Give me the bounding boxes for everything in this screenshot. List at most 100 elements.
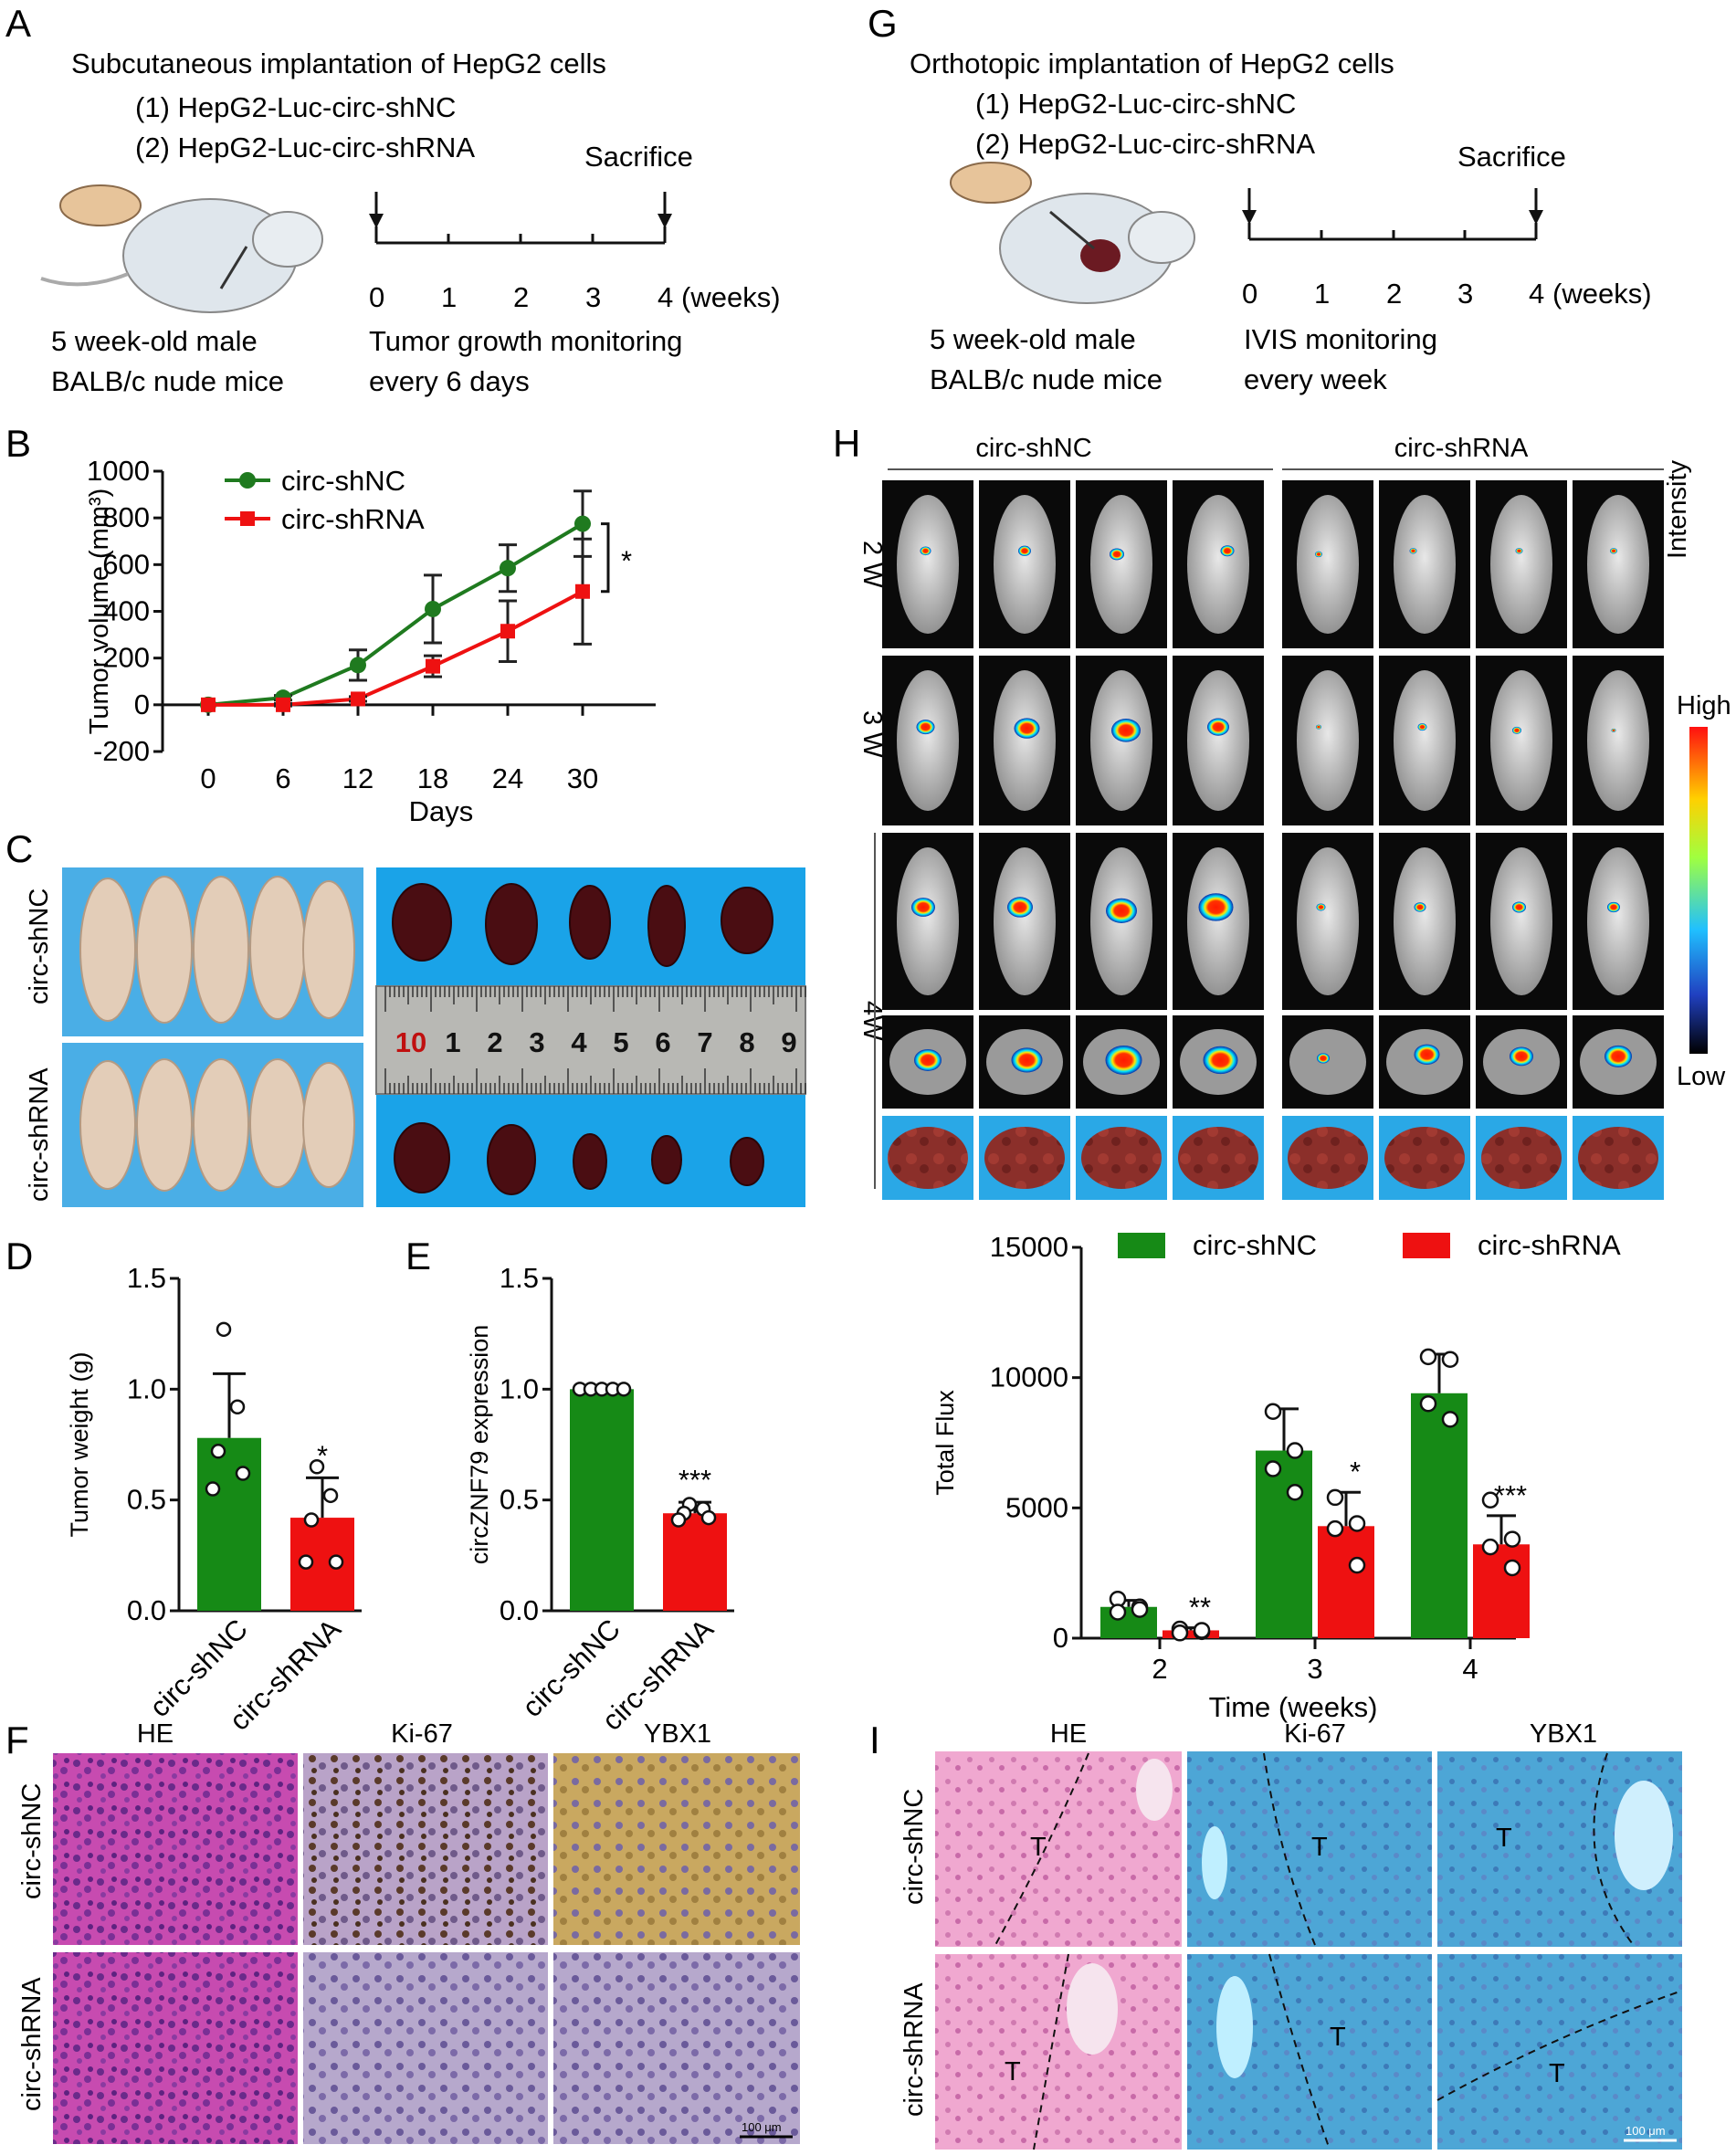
panel-h-intensity: Intensity xyxy=(1663,460,1692,559)
ruler-number: 2 xyxy=(487,1026,502,1058)
panel-c-ruler: 10 1 2 3 4 5 6 7 8 9 xyxy=(395,1026,797,1058)
panel-h-group-shnc: circ-shNC xyxy=(975,434,1091,463)
panel-label-a: A xyxy=(5,2,31,45)
chartE-ytick-label: 0.0 xyxy=(500,1594,539,1626)
ruler-number: 5 xyxy=(613,1026,628,1058)
chartD-data-point xyxy=(309,1459,325,1475)
ivis-mouse xyxy=(897,670,959,811)
panel-label-e: E xyxy=(405,1235,431,1277)
ivis-liver-photo xyxy=(1288,1127,1368,1189)
chart-h-data-point xyxy=(1264,1460,1282,1477)
chartD-significance: * xyxy=(317,1439,328,1471)
chart-b-ytick-label: 600 xyxy=(102,548,150,580)
ivis-mouse xyxy=(1187,847,1249,995)
panel-a-mouse-illustration xyxy=(40,184,323,313)
panel-g-group1: (1) HepG2-Luc-circ-shNC xyxy=(975,88,1296,120)
panel-g-mice-line1: 5 week-old male xyxy=(930,323,1136,355)
panel-a-tick-3: 3 xyxy=(585,281,601,313)
chart-b-point xyxy=(500,560,516,577)
panel-g-mouse-illustration xyxy=(950,162,1195,304)
panel-g-unit: (weeks) xyxy=(1552,278,1652,310)
chart-b-xtick-label: 18 xyxy=(417,762,448,794)
panel-label-g: G xyxy=(868,2,898,45)
ivis-mouse xyxy=(1187,495,1249,634)
chartD-data-point xyxy=(229,1399,246,1414)
ivis-mouse xyxy=(1297,495,1359,634)
chart-b-ytick-label: 0 xyxy=(134,689,150,720)
ivis-signal xyxy=(1610,548,1617,554)
panel-a-monitor-line1: Tumor growth monitoring xyxy=(369,325,682,357)
chart-h-data-point xyxy=(1131,1601,1149,1618)
panel-g-tick-3: 3 xyxy=(1457,278,1473,310)
chartD-data-point xyxy=(298,1554,314,1570)
panel-label-f: F xyxy=(5,1719,29,1761)
panel-g-sacrifice: Sacrifice xyxy=(1457,141,1566,173)
chart-b-xtick-label: 12 xyxy=(342,762,374,794)
panel-f-col-ybx1: YBX1 xyxy=(644,1719,711,1749)
ivis-mouse xyxy=(897,847,959,995)
panel-c-row2-label: circ-shRNA xyxy=(25,1067,54,1202)
ivis-signal xyxy=(920,546,931,556)
chart-b-point xyxy=(276,697,290,712)
panel-a-tick-4: 4 xyxy=(658,281,673,313)
ivis-mouse xyxy=(994,495,1056,634)
chart-h-legend-swatch xyxy=(1403,1233,1450,1258)
chart-b-point xyxy=(574,515,591,532)
ivis-liver-photo xyxy=(1081,1127,1162,1189)
chart-b-ytick-label: 1000 xyxy=(87,455,150,487)
ruler-number: 3 xyxy=(529,1026,544,1058)
ivis-mouse xyxy=(994,670,1056,811)
ivis-mouse xyxy=(1587,670,1649,811)
chartD-data-point xyxy=(303,1512,320,1528)
ivis-signal xyxy=(1512,726,1521,734)
chart-h-xlabel: Time (weeks) xyxy=(1209,1691,1378,1723)
ivis-signal xyxy=(914,1048,942,1071)
ivis-mouse xyxy=(1490,670,1552,811)
chartE-ytick-label: 0.5 xyxy=(500,1484,539,1516)
ivis-signal xyxy=(1111,719,1141,742)
ivis-signal xyxy=(1106,898,1137,923)
chartE-ytick-label: 1.5 xyxy=(500,1262,539,1294)
chart-h-data-point xyxy=(1326,1519,1344,1538)
chartD-ytick-label: 1.5 xyxy=(127,1262,166,1294)
ivis-signal xyxy=(1014,718,1040,739)
chart-h-data-point xyxy=(1286,1483,1304,1501)
chart-h-data-point xyxy=(1264,1403,1282,1421)
chart-h-data-point xyxy=(1326,1488,1344,1507)
chart-b-legend-label: circ-shNC xyxy=(281,465,405,497)
panel-i-col-ki67: Ki-67 xyxy=(1284,1719,1346,1749)
ivis-signal xyxy=(1409,548,1417,554)
chart-h-data-point xyxy=(1419,1348,1437,1366)
panel-c-mice-photos xyxy=(62,867,363,1207)
panel-i-scale-bar: 100 μm xyxy=(1626,2124,1666,2138)
ivis-liver-photo xyxy=(984,1127,1065,1189)
chart-b-legend-marker xyxy=(239,472,256,489)
panel-h-high: High xyxy=(1677,691,1731,720)
panel-g-monitor-line1: IVIS monitoring xyxy=(1244,323,1437,355)
chartD-ytick-label: 0.0 xyxy=(127,1594,166,1626)
chart-b-point xyxy=(350,657,366,674)
panel-f-row1-label: circ-shNC xyxy=(17,1783,47,1899)
chart-h-xtick-label: 3 xyxy=(1307,1653,1322,1685)
panel-f-col-ki67: Ki-67 xyxy=(391,1719,453,1749)
chart-h-data-point xyxy=(1286,1442,1304,1459)
chart-h-ylabel: Total Flux xyxy=(931,1390,959,1496)
chartE-significance: *** xyxy=(679,1464,711,1496)
chart-h-data-point xyxy=(1348,1515,1366,1532)
panel-g-tick-1: 1 xyxy=(1314,278,1330,310)
ivis-mouse xyxy=(1587,495,1649,634)
panel-g-tick-4: 4 xyxy=(1529,278,1544,310)
panel-g-monitor-line2: every week xyxy=(1244,363,1387,395)
chart-b-point xyxy=(351,691,365,707)
chartE-ytick-label: 1.0 xyxy=(500,1372,539,1404)
ruler-number: 9 xyxy=(781,1026,796,1058)
panel-h-row-2w: 2 W xyxy=(857,541,887,588)
ivis-signal xyxy=(916,720,935,735)
ivis-signal xyxy=(1515,548,1523,554)
chart-b-xlabel: Days xyxy=(409,795,474,827)
panel-f-images xyxy=(53,1753,800,2144)
chart-b-series-line xyxy=(208,589,584,707)
ivis-signal xyxy=(1110,548,1124,561)
chartD-ylabel: Tumor weight (g) xyxy=(66,1351,93,1537)
